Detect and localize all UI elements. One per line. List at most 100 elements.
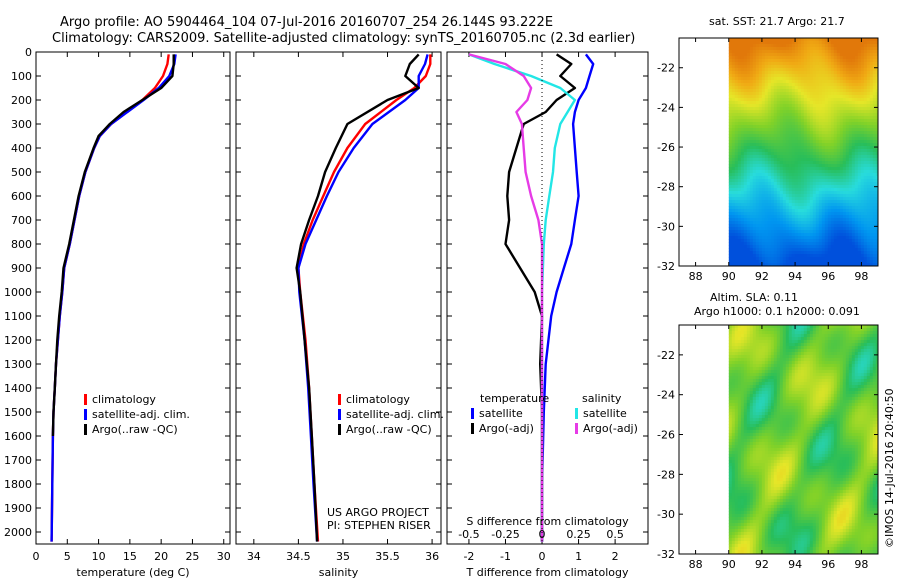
heatmap-cell: [743, 227, 748, 231]
heatmap-cell: [851, 86, 856, 90]
heatmap-cell: [794, 53, 799, 57]
heatmap-cell: [779, 194, 784, 198]
heatmap-cell: [839, 143, 844, 147]
heatmap-cell: [746, 74, 751, 78]
heatmap-cell: [791, 227, 796, 231]
heatmap-cell: [851, 167, 856, 171]
heatmap-cell: [773, 197, 778, 201]
heatmap-cell: [773, 152, 778, 156]
heatmap-cell: [782, 251, 787, 255]
heatmap-cell: [812, 230, 817, 234]
heatmap-cell: [839, 95, 844, 99]
heatmap-cell: [851, 158, 856, 162]
heatmap-cell: [830, 80, 835, 84]
heatmap-cell: [785, 248, 790, 252]
heatmap-cell: [779, 325, 784, 329]
heatmap-cell: [758, 188, 763, 192]
heatmap-cell: [857, 194, 862, 198]
heatmap-cell: [734, 263, 739, 266]
heatmap-cell: [737, 200, 742, 204]
heatmap-cell: [809, 203, 814, 207]
heatmap-cell: [845, 218, 850, 222]
heatmap-cell: [818, 367, 823, 371]
heatmap-cell: [854, 116, 859, 120]
heatmap-cell: [833, 149, 838, 153]
heatmap-cell: [812, 200, 817, 204]
heatmap-cell: [812, 346, 817, 350]
heatmap-cell: [803, 230, 808, 234]
heatmap-cell: [740, 367, 745, 371]
heatmap-cell: [866, 50, 871, 54]
heatmap-cell: [767, 191, 772, 195]
heatmap-cell: [854, 125, 859, 129]
heatmap-cell: [824, 83, 829, 87]
heatmap-cell: [791, 361, 796, 365]
heatmap-cell: [824, 254, 829, 258]
heatmap-cell: [860, 89, 865, 93]
heatmap-cell: [746, 92, 751, 96]
heatmap-cell: [863, 337, 868, 341]
heatmap-cell: [785, 56, 790, 60]
heatmap-cell: [785, 212, 790, 216]
heatmap-cell: [740, 176, 745, 180]
heatmap-cell: [809, 328, 814, 332]
heatmap-cell: [761, 209, 766, 213]
heatmap-cell: [728, 101, 733, 105]
heatmap-cell: [818, 260, 823, 264]
heatmap-cell: [794, 164, 799, 168]
heatmap-cell: [839, 203, 844, 207]
heatmap-cell: [779, 254, 784, 258]
heatmap-cell: [857, 355, 862, 359]
heatmap-cell: [791, 328, 796, 332]
heatmap-cell: [746, 167, 751, 171]
heatmap-cell: [851, 77, 856, 81]
heatmap-cell: [848, 74, 853, 78]
heatmap-cell: [791, 71, 796, 75]
heatmap-cell: [800, 41, 805, 45]
heatmap-cell: [851, 38, 856, 42]
heatmap-cell: [839, 116, 844, 120]
heatmap-cell: [752, 104, 757, 108]
heatmap-cell: [734, 83, 739, 87]
heatmap-cell: [815, 176, 820, 180]
heatmap-cell: [857, 122, 862, 126]
heatmap-cell: [764, 101, 769, 105]
heatmap-cell: [791, 352, 796, 356]
heatmap-cell: [836, 125, 841, 129]
heatmap-cell: [824, 80, 829, 84]
heatmap-cell: [860, 167, 865, 171]
heatmap-cell: [863, 122, 868, 126]
heatmap-cell: [779, 59, 784, 63]
heatmap-cell: [743, 104, 748, 108]
heatmap-cell: [764, 131, 769, 135]
heatmap-cell: [740, 182, 745, 186]
heatmap-cell: [827, 358, 832, 362]
heatmap-cell: [875, 176, 878, 180]
heatmap-cell: [740, 110, 745, 114]
heatmap-cell: [872, 149, 877, 153]
heatmap-cell: [800, 355, 805, 359]
heatmap-cell: [737, 44, 742, 48]
heatmap-cell: [839, 325, 844, 329]
heatmap-cell: [821, 221, 826, 225]
heatmap-cell: [797, 194, 802, 198]
heatmap-cell: [752, 364, 757, 368]
heatmap-cell: [740, 107, 745, 111]
heatmap-cell: [860, 152, 865, 156]
heatmap-cell: [872, 230, 877, 234]
heatmap-cell: [827, 92, 832, 96]
heatmap-cell: [776, 143, 781, 147]
heatmap-cell: [839, 185, 844, 189]
heatmap-cell: [731, 212, 736, 216]
heatmap-cell: [800, 373, 805, 377]
heatmap-cell: [782, 71, 787, 75]
heatmap-cell: [803, 251, 808, 255]
heatmap-cell: [875, 197, 878, 201]
heatmap-cell: [770, 83, 775, 87]
heatmap-cell: [788, 337, 793, 341]
heatmap-cell: [857, 358, 862, 362]
heatmap-cell: [746, 343, 751, 347]
heatmap-cell: [863, 233, 868, 237]
heatmap-cell: [851, 101, 856, 105]
heatmap-cell: [818, 104, 823, 108]
